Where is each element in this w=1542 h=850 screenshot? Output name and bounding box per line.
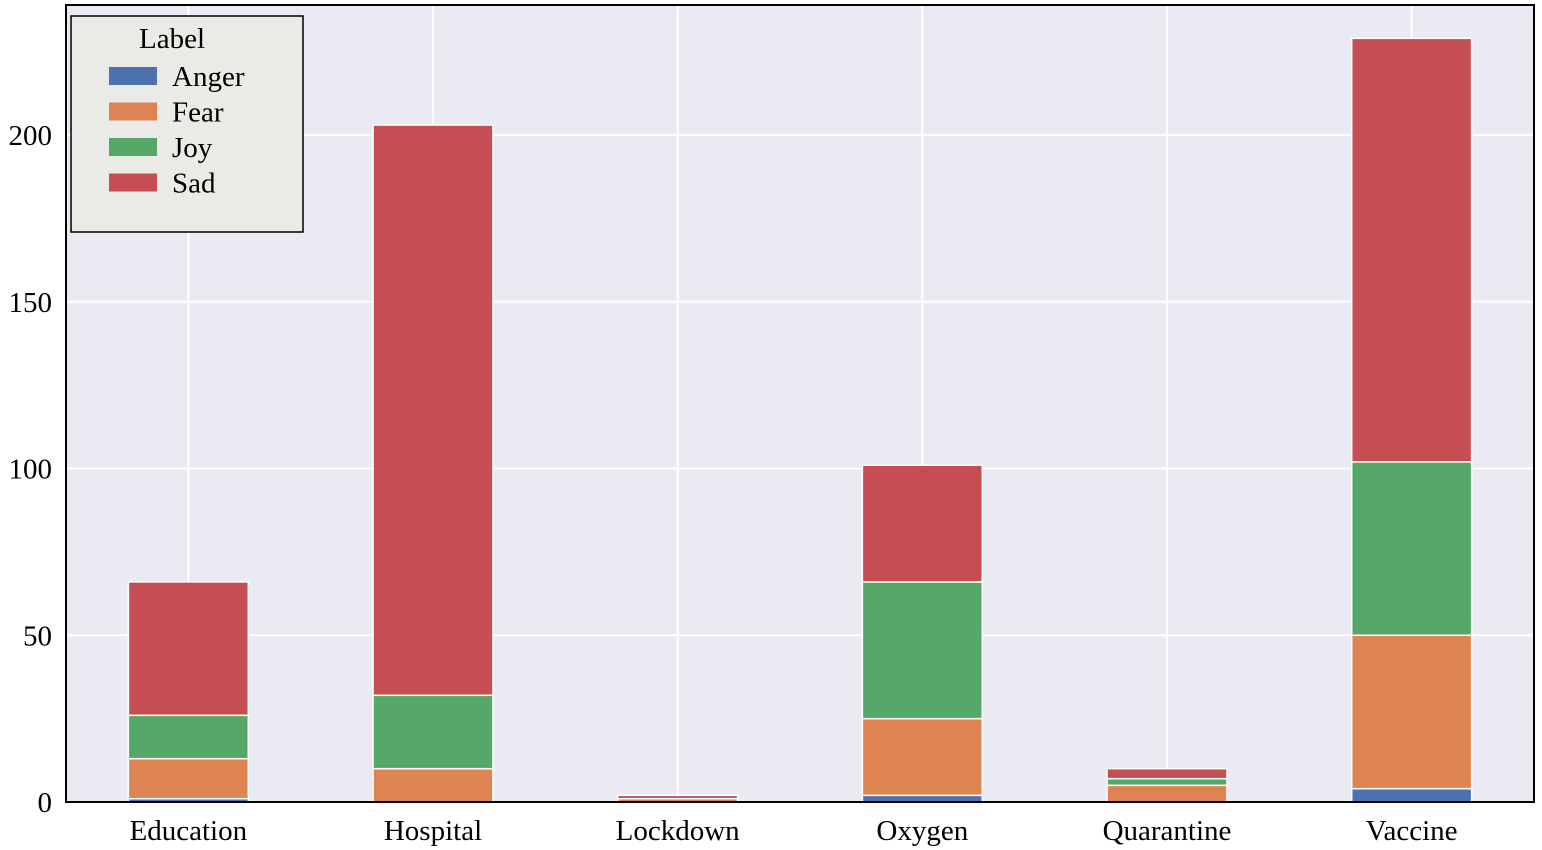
bar-segment-joy-education bbox=[127, 714, 250, 760]
plot-frame bbox=[65, 4, 1535, 803]
x-tick-label: Quarantine bbox=[1103, 815, 1232, 847]
x-tick-label: Vaccine bbox=[1366, 815, 1458, 847]
legend-swatch-joy bbox=[109, 138, 157, 156]
bar-segment-joy-quarantine bbox=[1106, 777, 1228, 787]
bar-segment-sad-vaccine bbox=[1350, 37, 1473, 463]
legend-label-joy: Joy bbox=[172, 132, 213, 164]
x-tick-label: Lockdown bbox=[616, 815, 741, 847]
legend-label-fear: Fear bbox=[172, 97, 224, 129]
legend-swatch-fear bbox=[109, 102, 157, 121]
bar-segment-sad-hospital bbox=[372, 124, 494, 697]
y-tick-label: 100 bbox=[9, 454, 53, 486]
bar-segment-sad-oxygen bbox=[861, 464, 984, 583]
legend-swatch-anger bbox=[109, 67, 157, 85]
y-axis-ticks: 0 50 100 150 200 bbox=[9, 120, 53, 819]
legend-box bbox=[70, 15, 304, 233]
bar-segment-fear-oxygen bbox=[861, 717, 984, 797]
bar-segment-fear-hospital bbox=[372, 767, 494, 803]
bar-segment-sad-quarantine bbox=[1106, 767, 1228, 780]
bars bbox=[127, 37, 1473, 803]
bar-segment-joy-oxygen bbox=[861, 581, 984, 720]
bar-segment-fear-education bbox=[127, 757, 250, 800]
legend-label-sad: Sad bbox=[172, 168, 216, 200]
x-tick-label: Hospital bbox=[384, 815, 482, 847]
legend-title: Label bbox=[139, 23, 205, 55]
y-tick-label: 50 bbox=[23, 620, 52, 652]
bar-segment-fear-vaccine bbox=[1350, 634, 1473, 790]
bar-segment-anger-oxygen bbox=[861, 794, 984, 803]
bar-segment-sad-education bbox=[127, 581, 250, 717]
bar-segment-fear-quarantine bbox=[1106, 784, 1228, 803]
x-tick-label: Oxygen bbox=[876, 815, 968, 847]
legend-label-anger: Anger bbox=[172, 61, 245, 93]
bar-segment-sad-lockdown bbox=[616, 794, 739, 800]
x-tick-label: Education bbox=[130, 815, 248, 847]
x-axis-ticks: Education Hospital Lockdown Oxygen Quarantin… bbox=[130, 815, 1458, 847]
bar-segment-joy-vaccine bbox=[1350, 461, 1473, 637]
y-tick-label: 150 bbox=[9, 287, 53, 319]
legend-swatch-sad bbox=[109, 173, 157, 192]
plot-area bbox=[66, 5, 1534, 802]
y-tick-label: 0 bbox=[38, 787, 53, 819]
bar-segment-anger-vaccine bbox=[1350, 787, 1473, 803]
bar-segment-joy-hospital bbox=[372, 694, 494, 770]
y-tick-label: 200 bbox=[9, 120, 53, 152]
